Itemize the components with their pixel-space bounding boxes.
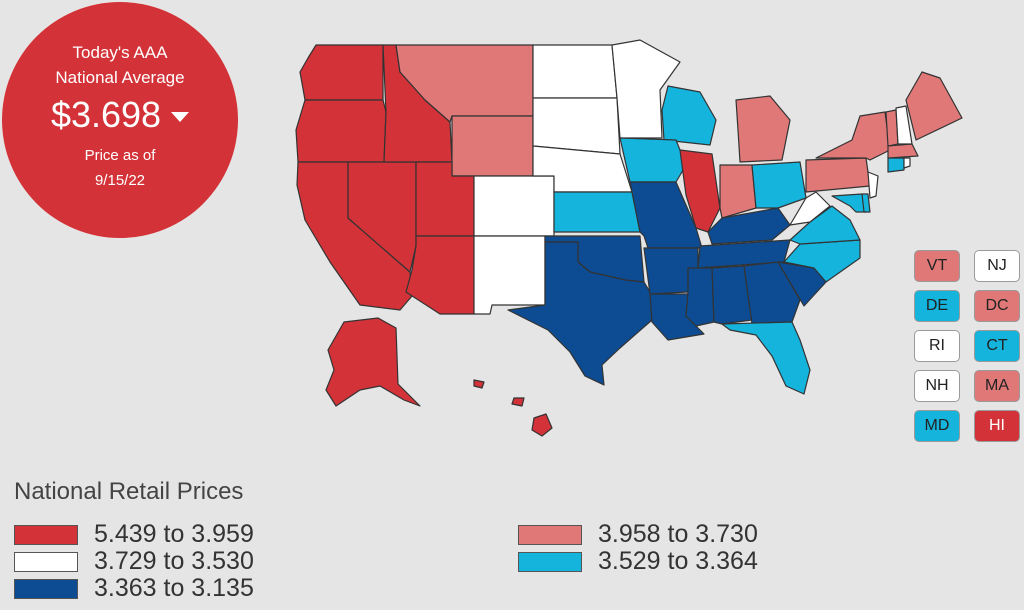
state-chip-nh[interactable]: NH [914, 370, 960, 402]
state-CT[interactable] [887, 157, 905, 173]
state-ME[interactable] [905, 71, 963, 141]
state-chip-ma[interactable]: MA [974, 370, 1020, 402]
state-NH[interactable] [895, 105, 913, 145]
state-chip-de[interactable]: DE [914, 290, 960, 322]
state-KS[interactable] [553, 191, 641, 233]
state-SD[interactable] [532, 97, 621, 155]
price-value: $3.698 [50, 94, 162, 135]
state-WI[interactable] [661, 85, 717, 146]
national-average-price: $3.698 [2, 94, 238, 136]
state-MI[interactable] [735, 95, 791, 163]
state-NJ[interactable] [867, 171, 879, 199]
state-MN[interactable] [611, 39, 681, 139]
state-AZ[interactable] [405, 235, 475, 315]
state-TX[interactable] [507, 241, 653, 386]
state-DE[interactable] [861, 193, 871, 213]
legend-title: National Retail Prices [14, 478, 244, 505]
price-date: 9/15/22 [94, 172, 146, 189]
state-HI-oahu[interactable] [473, 379, 485, 389]
state-FL[interactable] [721, 321, 811, 395]
badge-title-line1: Today's AAA [72, 43, 168, 62]
state-chip-dc[interactable]: DC [974, 290, 1020, 322]
state-NY[interactable] [815, 111, 891, 161]
legend-label: 5.439 to 3.959 [94, 520, 254, 548]
state-chip-nj[interactable]: NJ [974, 250, 1020, 282]
state-chip-md[interactable]: MD [914, 410, 960, 442]
state-IA[interactable] [619, 137, 687, 183]
state-chip-ct[interactable]: CT [974, 330, 1020, 362]
state-AK[interactable] [325, 317, 421, 407]
state-CO[interactable] [473, 175, 555, 237]
state-WA[interactable] [299, 44, 384, 101]
state-WY[interactable] [451, 115, 534, 177]
legend-swatch [518, 551, 582, 572]
legend-swatch [14, 524, 78, 545]
state-OR[interactable] [295, 99, 387, 163]
state-ND[interactable] [532, 44, 618, 99]
state-PA[interactable] [805, 157, 871, 193]
legend-label: 3.958 to 3.730 [598, 520, 758, 548]
national-average-badge: Today's AAA National Average $3.698 Pric… [2, 2, 238, 238]
state-HI-maui[interactable] [511, 397, 525, 407]
state-OH[interactable] [751, 161, 807, 209]
state-MS[interactable] [685, 267, 715, 327]
legend-swatch [14, 551, 78, 572]
state-chip-vt[interactable]: VT [914, 250, 960, 282]
state-chip-ri[interactable]: RI [914, 330, 960, 362]
state-MA[interactable] [887, 143, 919, 159]
legend-label: 3.363 to 3.135 [94, 574, 254, 602]
legend-item: 3.529 to 3.364 [518, 547, 758, 576]
state-chip-hi[interactable]: HI [974, 410, 1020, 442]
legend-item: 3.363 to 3.135 [14, 574, 254, 603]
state-KY[interactable] [707, 207, 791, 245]
legend-item: 3.958 to 3.730 [518, 520, 758, 549]
state-NM[interactable] [473, 235, 546, 315]
state-HI[interactable] [531, 413, 553, 437]
state-WV[interactable] [789, 191, 831, 226]
state-AL[interactable] [711, 265, 753, 325]
state-GA[interactable] [743, 261, 801, 325]
down-arrow-icon [171, 112, 190, 122]
legend-swatch [518, 524, 582, 545]
state-RI[interactable] [903, 157, 911, 169]
legend-item: 5.439 to 3.959 [14, 520, 254, 549]
price-as-of-label: Price as of [84, 147, 156, 164]
state-MD[interactable] [831, 193, 867, 213]
legend-item: 3.729 to 3.530 [14, 547, 254, 576]
legend-swatch [14, 578, 78, 599]
legend-label: 3.729 to 3.530 [94, 547, 254, 575]
badge-title-line2: National Average [55, 68, 185, 87]
legend-label: 3.529 to 3.364 [598, 547, 758, 575]
state-IN[interactable] [719, 164, 757, 219]
